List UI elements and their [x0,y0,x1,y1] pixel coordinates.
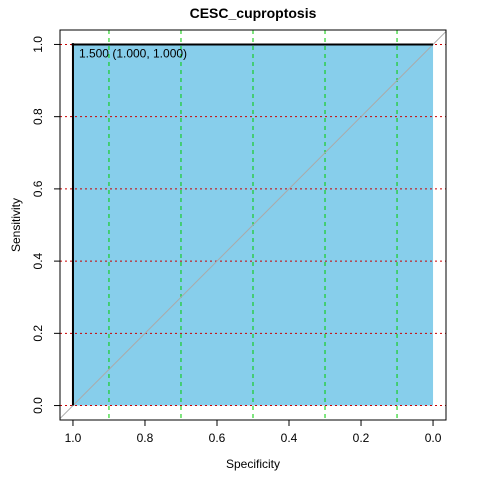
y-tick-label: 0.2 [31,325,45,342]
y-tick-label: 1.0 [31,36,45,53]
y-tick-label: 0.8 [31,108,45,125]
y-tick-label: 0.4 [31,252,45,269]
x-axis-label: Specificity [226,457,280,471]
annotation: 1.500 (1.000, 1.000) [79,46,187,60]
plot-box [59,29,447,421]
y-tick-label: 0.6 [31,180,45,197]
diagonal [60,31,446,419]
chart-title: CESC_cuproptosis [190,5,317,21]
x-tick-label: 0.0 [425,431,442,445]
x-tick-label: 1.0 [65,431,82,445]
x-tick-label: 0.6 [209,431,226,445]
x-tick-label: 0.2 [353,431,370,445]
x-tick-label: 0.8 [137,431,154,445]
plot-area [60,30,446,420]
y-tick-label: 0.0 [31,397,45,414]
x-tick-label: 0.4 [281,431,298,445]
best-point [71,42,75,46]
y-axis-label: Sensitivity [9,198,23,252]
